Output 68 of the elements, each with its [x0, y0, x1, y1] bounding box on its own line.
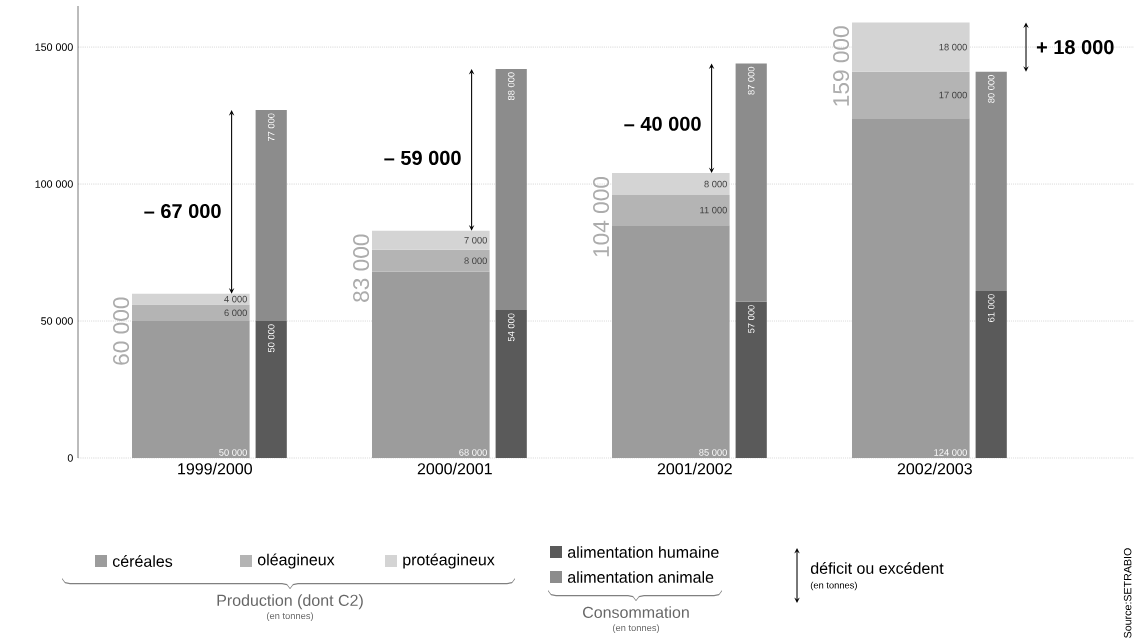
x-tick-label: 2001/2002	[657, 462, 732, 475]
bar	[612, 225, 730, 458]
data-label: 18 000	[939, 43, 967, 51]
source-note: Source:SETRABIO	[1123, 548, 1132, 638]
bar	[852, 118, 970, 458]
total-label: 60 000	[113, 297, 130, 365]
bar	[975, 290, 1007, 458]
data-label: 88 000	[507, 72, 515, 101]
data-label: 17 000	[939, 91, 967, 99]
bar	[852, 71, 970, 119]
y-tick-label: 100 000	[35, 180, 73, 188]
data-label: 4 000	[224, 295, 247, 303]
data-label: 11 000	[700, 206, 727, 214]
data-label: 87 000	[747, 66, 755, 95]
bar	[372, 230, 490, 250]
bar	[495, 310, 527, 458]
text: – 67 000	[144, 203, 221, 219]
legend-label: oléagineux	[257, 553, 335, 569]
data-label: 124 000	[934, 449, 967, 456]
bar	[495, 69, 527, 311]
data-label: 6 000	[224, 309, 247, 317]
legend-label: protéagineux	[403, 553, 495, 569]
x-tick-label: 2000/2001	[417, 462, 492, 475]
data-label: 80 000	[987, 75, 995, 103]
bar	[255, 110, 287, 322]
data-label: 8 000	[464, 257, 487, 265]
data-label: 54 000	[507, 313, 515, 342]
data-label: 85 000	[699, 449, 727, 456]
bar	[612, 173, 730, 196]
data-label: 57 000	[747, 305, 755, 333]
text: (en tonnes)	[266, 612, 314, 621]
bar	[132, 304, 250, 322]
data-label: 61 000	[987, 294, 995, 322]
text: (en tonnes)	[810, 581, 857, 591]
bar	[372, 249, 490, 272]
y-tick-label: 150 000	[35, 43, 73, 51]
bar	[132, 293, 250, 305]
legend-label: alimentation animale	[567, 571, 714, 583]
data-label: 50 000	[219, 449, 247, 456]
text: Consommation	[583, 606, 689, 619]
bar	[735, 63, 767, 302]
text: déficit ou excédent	[810, 562, 944, 574]
x-tick-label: 2002/2003	[897, 462, 972, 475]
text: + 18 000	[1036, 40, 1114, 55]
bar	[132, 321, 250, 458]
x-tick-label: 1999/2000	[178, 462, 252, 475]
bar	[975, 71, 1007, 291]
data-label: 8 000	[704, 180, 727, 188]
text: – 59 000	[384, 150, 461, 165]
y-tick-label: 0	[67, 454, 73, 462]
data-label: 7 000	[464, 236, 487, 244]
total-label: 83 000	[353, 234, 370, 302]
data-label: 68 000	[459, 449, 487, 456]
bar	[255, 321, 287, 458]
bar	[612, 195, 730, 226]
data-label: 77 000	[267, 113, 275, 142]
text: Production (dont C2)	[217, 594, 363, 610]
legend-label: céréales	[112, 555, 173, 567]
total-label: 104 000	[593, 176, 610, 257]
text: – 40 000	[624, 116, 701, 131]
bar	[852, 22, 970, 72]
bar	[735, 301, 767, 458]
text: (en tonnes)	[612, 624, 660, 633]
legend-label: alimentation humaine	[567, 546, 719, 558]
total-label: 159 000	[833, 26, 850, 106]
bar	[372, 271, 490, 458]
y-tick-label: 50 000	[41, 317, 73, 325]
data-label: 50 000	[267, 324, 275, 353]
